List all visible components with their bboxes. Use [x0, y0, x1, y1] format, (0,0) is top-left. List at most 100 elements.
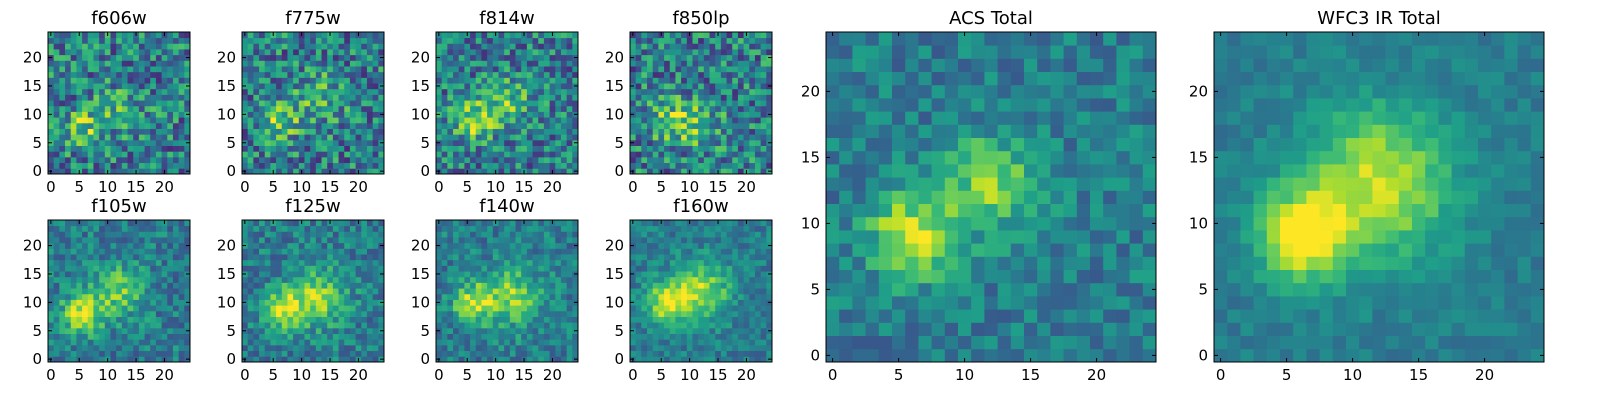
heatmap-cell: [315, 231, 322, 238]
heatmap-cell: [447, 49, 454, 56]
heatmap-cell: [635, 54, 642, 61]
heatmap-cell: [338, 71, 345, 78]
heatmap-cell: [686, 117, 693, 124]
heatmap-cell: [355, 122, 362, 129]
heatmap-cell: [715, 322, 722, 329]
heatmap-cell: [464, 151, 471, 158]
heatmap-cell: [658, 43, 665, 50]
heatmap-cell: [127, 259, 134, 266]
heatmap-cell: [572, 225, 579, 232]
heatmap-cell: [110, 49, 117, 56]
heatmap-cell: [720, 77, 727, 84]
heatmap-cell: [487, 83, 494, 90]
heatmap-cell: [652, 54, 659, 61]
heatmap-cell: [509, 344, 516, 352]
heatmap-cell: [247, 134, 254, 141]
heatmap-cell: [475, 83, 482, 90]
heatmap-cell: [87, 49, 94, 56]
heatmap-cell: [281, 71, 288, 78]
heatmap-cell: [681, 322, 688, 329]
heatmap-cell: [53, 168, 60, 175]
heatmap-cell: [310, 151, 317, 158]
heatmap-cell: [560, 145, 568, 152]
heatmap-cell: [658, 49, 665, 56]
heatmap-cell: [658, 100, 665, 107]
heatmap-cell: [133, 49, 140, 56]
heatmap-cell: [298, 225, 305, 232]
heatmap-cell: [178, 237, 185, 244]
heatmap-cell: [355, 316, 362, 323]
heatmap-cell: [48, 43, 55, 50]
heatmap-cell: [116, 71, 123, 78]
heatmap-cell: [127, 168, 134, 175]
heatmap-cell: [82, 134, 89, 141]
heatmap-cell: [242, 344, 249, 352]
heatmap-cell: [321, 237, 328, 244]
heatmap-cell: [133, 43, 140, 50]
heatmap-cell: [470, 168, 477, 175]
heatmap-cell: [560, 77, 568, 84]
heatmap-cell: [270, 94, 277, 101]
heatmap-cell: [93, 100, 100, 107]
heatmap-cell: [481, 322, 488, 329]
heatmap-cell: [281, 333, 288, 340]
heatmap-cell: [458, 271, 465, 278]
heatmap-cell: [298, 111, 305, 118]
heatmap-cell: [321, 242, 328, 249]
heatmap-cell: [276, 242, 283, 249]
heatmap-cell: [53, 259, 60, 266]
heatmap-cell: [242, 305, 249, 312]
heatmap-cell: [127, 322, 134, 329]
heatmap-cell: [481, 60, 488, 67]
heatmap-cell: [127, 77, 134, 84]
heatmap-cell: [287, 305, 294, 312]
heatmap-cell: [754, 49, 762, 56]
heatmap-cell: [349, 83, 356, 90]
heatmap-cell: [281, 316, 288, 323]
heatmap-cell: [270, 60, 277, 67]
heatmap-cell: [150, 88, 157, 95]
heatmap-cell: [264, 128, 271, 135]
heatmap-cell: [133, 271, 140, 278]
heatmap-cell: [138, 344, 145, 352]
heatmap-cell: [692, 139, 699, 146]
heatmap-cell: [116, 310, 123, 317]
heatmap-cell: [732, 100, 739, 107]
heatmap-cell: [652, 139, 659, 146]
heatmap-cell: [441, 339, 448, 346]
heatmap-cell: [150, 100, 157, 107]
heatmap-cell: [70, 225, 77, 232]
heatmap-cell: [304, 105, 311, 112]
heatmap-cell: [310, 105, 317, 112]
heatmap-cell: [281, 259, 288, 266]
heatmap-cell: [332, 327, 339, 334]
heatmap-cell: [93, 111, 100, 118]
heatmap-cell: [641, 156, 648, 164]
heatmap-cell: [121, 105, 128, 112]
heatmap-cell: [310, 111, 317, 118]
heatmap-cell: [93, 299, 100, 306]
heatmap-cell: [543, 344, 550, 352]
heatmap-cell: [355, 350, 362, 357]
heatmap-cell: [737, 60, 744, 67]
heatmap-cell: [715, 88, 722, 95]
heatmap-cell: [475, 282, 482, 289]
heatmap-cell: [287, 117, 294, 124]
heatmap-cell: [664, 43, 671, 50]
heatmap-cell: [549, 333, 556, 340]
heatmap-cell: [76, 60, 83, 67]
heatmap-cell: [504, 339, 511, 346]
heatmap-cell: [470, 117, 477, 124]
heatmap-cell: [281, 117, 288, 124]
heatmap-cell: [121, 220, 128, 227]
heatmap-cell: [87, 322, 94, 329]
heatmap-cell: [116, 248, 123, 255]
heatmap-cell: [344, 322, 351, 329]
heatmap-cell: [287, 293, 294, 300]
heatmap-cell: [532, 37, 539, 44]
heatmap-cell: [355, 231, 362, 238]
heatmap-cell: [441, 327, 448, 334]
heatmap-cell: [287, 265, 294, 272]
heatmap-cell: [703, 156, 710, 164]
heatmap-cell: [458, 83, 465, 90]
